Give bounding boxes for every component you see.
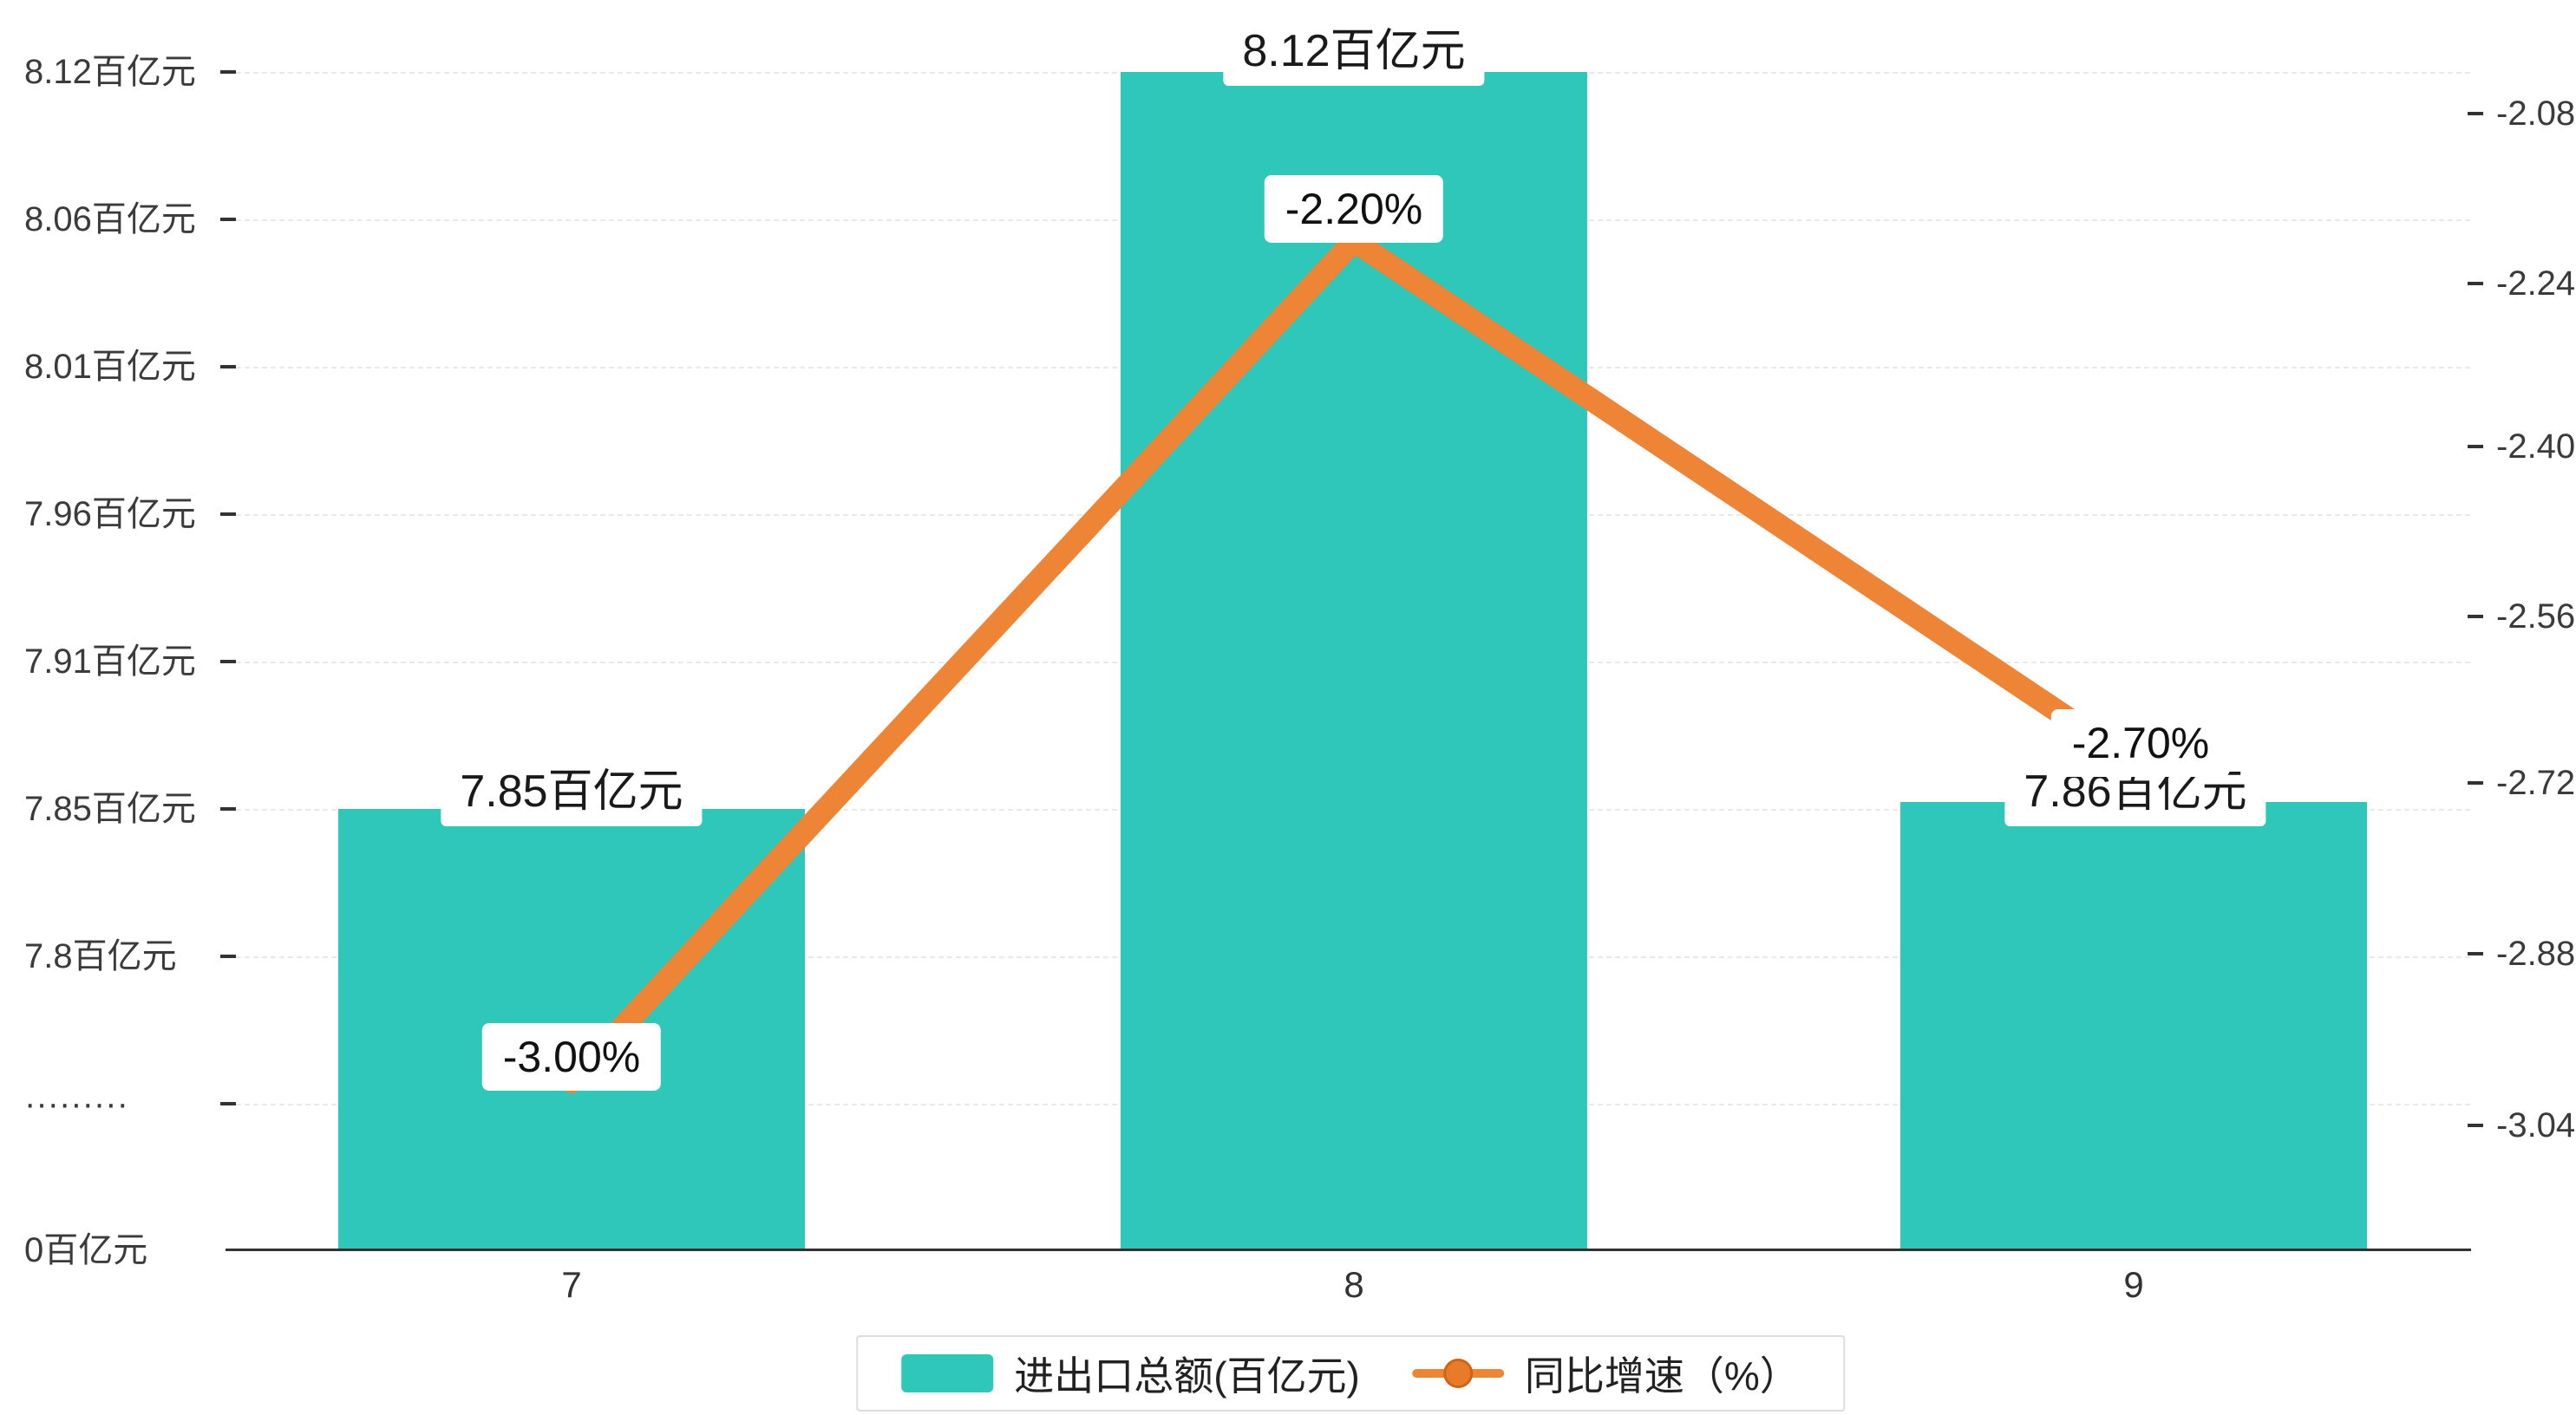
y-axis-right-tick [2468,112,2483,115]
legend-item-total[interactable]: 进出口总额(百亿元) [901,1345,1360,1402]
y-axis-right-tick-label: -2.40 [2496,427,2576,466]
y-axis-right-tick-label: -2.08 [2496,95,2576,133]
y-axis-left-tick [220,1102,236,1105]
y-axis-break-label: ········· [24,1085,128,1123]
bar-month-8[interactable] [1121,72,1587,1250]
bar-value-label: 7.85百亿元 [441,747,703,826]
line-value-label: -2.20% [1264,175,1444,243]
legend-label: 同比增速（%） [1524,1353,1800,1399]
bar-value-label: 8.12百亿元 [1223,7,1485,86]
y-axis-left-tick-label: 7.8百亿元 [24,937,177,975]
bar-month-9[interactable] [1900,802,2367,1250]
y-axis-left-tick-label: 7.91百亿元 [24,642,196,681]
y-axis-left-tick [220,660,236,663]
x-axis-line [226,1249,2471,1251]
legend: 进出口总额(百亿元) 同比增速（%） [856,1335,1845,1412]
y-axis-right-tick [2468,445,2483,448]
x-category-label: 7 [561,1264,582,1305]
y-axis-left-tick [220,807,236,811]
y-axis-right-tick [2468,952,2483,955]
y-axis-right-tick [2468,1124,2483,1127]
legend-label: 进出口总额(百亿元) [1014,1353,1360,1399]
line-value-label: -2.70% [2050,709,2231,777]
y-axis-right-tick-label: -2.72 [2496,764,2576,802]
legend-item-growth[interactable]: 同比增速（%） [1411,1345,1800,1402]
y-axis-left-tick-label: 7.96百亿元 [24,495,196,533]
x-category-label: 9 [2123,1264,2144,1305]
x-category-label: 8 [1344,1264,1364,1305]
y-axis-left-tick-label: 0百亿元 [24,1231,148,1269]
y-axis-left-tick [220,70,236,74]
y-axis-right-tick [2468,282,2483,285]
y-axis-right-tick-label: -3.04 [2496,1106,2576,1144]
y-axis-left-tick [220,955,236,958]
line-marker-icon [1411,1354,1504,1392]
line-value-label: -3.00% [481,1023,662,1091]
y-axis-right-tick-label: -2.56 [2496,597,2576,636]
y-axis-right-tick-label: -2.88 [2496,935,2576,973]
y-axis-right-tick-label: -2.24 [2496,264,2576,303]
y-axis-left-tick-label: 7.85百亿元 [24,790,196,828]
y-axis-left-tick [220,512,236,516]
y-axis-right-tick [2468,781,2483,785]
bar-swatch-icon [901,1354,994,1392]
y-axis-left-tick-label: 8.01百亿元 [24,348,196,386]
y-axis-right-tick [2468,615,2483,618]
y-axis-left-tick [220,365,236,368]
y-axis-left-tick-label: 8.06百亿元 [24,200,196,238]
y-axis-left-tick-label: 8.12百亿元 [24,53,196,91]
y-axis-left-tick [220,218,236,221]
